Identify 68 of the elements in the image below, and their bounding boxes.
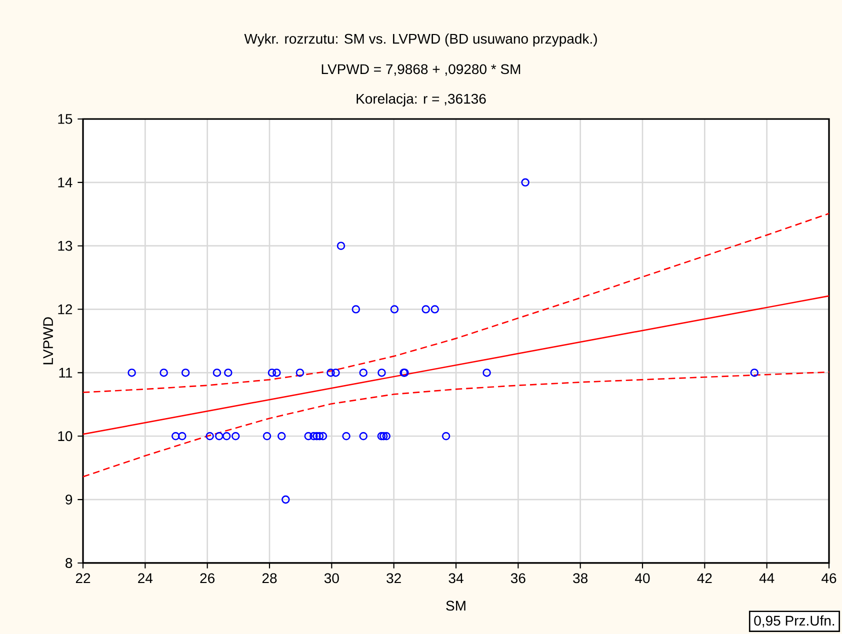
point bbox=[181, 368, 190, 377]
point bbox=[390, 305, 399, 314]
x-tick-label: 30 bbox=[324, 573, 339, 584]
line-series bbox=[83, 212, 829, 394]
point bbox=[304, 432, 312, 440]
chart-title: Wykr. rozrzutu: SM vs. LVPWD (BD usuwano przypadk.) bbox=[244, 33, 597, 47]
point bbox=[352, 305, 360, 314]
x-tick-label: 24 bbox=[138, 573, 153, 584]
point bbox=[231, 432, 240, 440]
x-tick-label: 46 bbox=[822, 573, 836, 584]
y-tick-label: 12 bbox=[58, 304, 72, 314]
point bbox=[332, 368, 340, 377]
point bbox=[172, 432, 180, 440]
point bbox=[268, 368, 276, 377]
point bbox=[312, 432, 321, 440]
point bbox=[215, 432, 224, 440]
point bbox=[482, 368, 491, 377]
y-tick-label: 15 bbox=[58, 114, 72, 124]
point bbox=[296, 368, 304, 377]
point bbox=[359, 432, 368, 440]
point bbox=[442, 432, 450, 440]
x-axis-title: SM bbox=[446, 600, 466, 611]
y-tick-label: 9 bbox=[66, 494, 72, 505]
point bbox=[224, 368, 232, 377]
x-tick-label: 32 bbox=[386, 573, 401, 584]
x-tick-label: 36 bbox=[510, 573, 526, 584]
point bbox=[206, 432, 214, 440]
point bbox=[382, 432, 391, 440]
point bbox=[336, 242, 346, 250]
point bbox=[178, 432, 186, 440]
point bbox=[359, 368, 368, 377]
point bbox=[277, 432, 286, 440]
y-tick-label: 8 bbox=[66, 558, 72, 568]
point bbox=[262, 432, 272, 440]
x-tick-label: 44 bbox=[759, 573, 774, 583]
point bbox=[521, 178, 530, 187]
point bbox=[378, 368, 386, 377]
x-tick-label: 34 bbox=[448, 573, 464, 584]
point bbox=[379, 432, 388, 440]
point bbox=[310, 432, 318, 440]
x-tick-label: 28 bbox=[262, 573, 277, 584]
y-axis-title: LVPWD bbox=[43, 317, 53, 364]
point bbox=[282, 495, 290, 504]
point bbox=[430, 305, 440, 314]
point bbox=[326, 368, 335, 377]
point bbox=[318, 432, 328, 440]
x-tick-label: 22 bbox=[76, 573, 90, 584]
chart-subtitle: LVPWD = 7,9868 + ,09280 * SM bbox=[322, 64, 520, 76]
text: Korelacja: r = ,36136 bbox=[356, 93, 486, 107]
y-tick-label: 10 bbox=[58, 431, 72, 442]
point bbox=[128, 368, 136, 377]
point bbox=[422, 305, 430, 314]
x-tick-label: 38 bbox=[573, 573, 588, 584]
point bbox=[342, 432, 350, 440]
point bbox=[212, 368, 222, 377]
text: 0,95 Prz.Ufn. bbox=[754, 615, 834, 628]
point bbox=[750, 368, 759, 377]
x-tick-label: 26 bbox=[200, 573, 215, 584]
point bbox=[315, 432, 324, 440]
y-tick-label: 13 bbox=[58, 240, 72, 251]
line-series bbox=[83, 371, 829, 478]
point bbox=[160, 368, 168, 377]
point bbox=[272, 368, 281, 377]
point bbox=[222, 432, 231, 440]
x-tick-label: 40 bbox=[635, 573, 650, 584]
x-tick-label: 42 bbox=[697, 573, 712, 584]
y-tick-label: 11 bbox=[59, 368, 72, 378]
y-tick-label: 14 bbox=[58, 178, 72, 188]
